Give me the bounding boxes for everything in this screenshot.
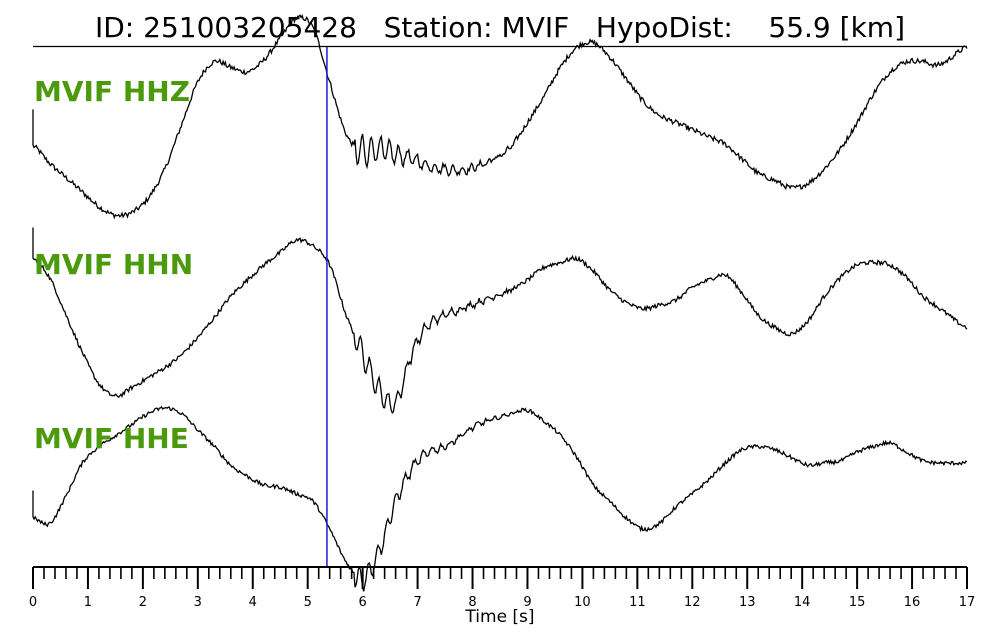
x-tick-label: 2	[139, 595, 147, 610]
trace-mvif-hhn	[32, 227, 968, 414]
x-tick-label: 11	[629, 595, 646, 610]
traces-group	[32, 14, 968, 592]
trace-mvif-hhz	[32, 14, 968, 220]
x-tick-label: 13	[739, 595, 756, 610]
x-tick-label: 5	[304, 595, 312, 610]
channel-label-mvif-hhz: MVIF HHZ	[34, 75, 190, 108]
x-tick-label: 6	[359, 595, 367, 610]
x-tick-label: 17	[959, 595, 976, 610]
x-tick-label: 0	[29, 595, 37, 610]
x-axis-label: Time [s]	[464, 607, 534, 627]
x-tick-label: 10	[574, 595, 591, 610]
x-tick-label: 8	[468, 595, 476, 610]
x-tick-label: 4	[249, 595, 257, 610]
x-axis: 0 1 2 3 4 5 6 7 8 9 10 11 12 13 14 15 16 17	[29, 566, 976, 610]
chart-title: ID: 251003205428 Station: MVIF HypoDist:…	[95, 11, 905, 44]
x-tick-label: 9	[523, 595, 531, 610]
title-station-value: MVIF	[502, 11, 570, 44]
title-id-value: 251003205428	[143, 11, 357, 44]
x-tick-label: 15	[849, 595, 866, 610]
x-tick-label: 14	[794, 595, 811, 610]
title-hypodist-value: 55.9	[768, 11, 830, 44]
channel-label-mvif-hhe: MVIF HHE	[34, 422, 189, 455]
title-hypodist-label: HypoDist:	[596, 11, 733, 44]
x-tick-label: 16	[904, 595, 921, 610]
x-tick-label: 12	[684, 595, 701, 610]
trace-mvif-hhe	[32, 405, 968, 592]
channel-label-mvif-hhn: MVIF HHN	[34, 248, 193, 281]
channel-labels-group: MVIF HHZ MVIF HHN MVIF HHE	[34, 75, 193, 455]
x-tick-label: 7	[413, 595, 421, 610]
x-tick-label: 3	[194, 595, 202, 610]
title-id-label: ID:	[95, 11, 134, 44]
x-tick-label: 1	[84, 595, 92, 610]
title-station-label: Station:	[384, 11, 493, 44]
title-hypodist-unit: [km]	[840, 11, 905, 44]
